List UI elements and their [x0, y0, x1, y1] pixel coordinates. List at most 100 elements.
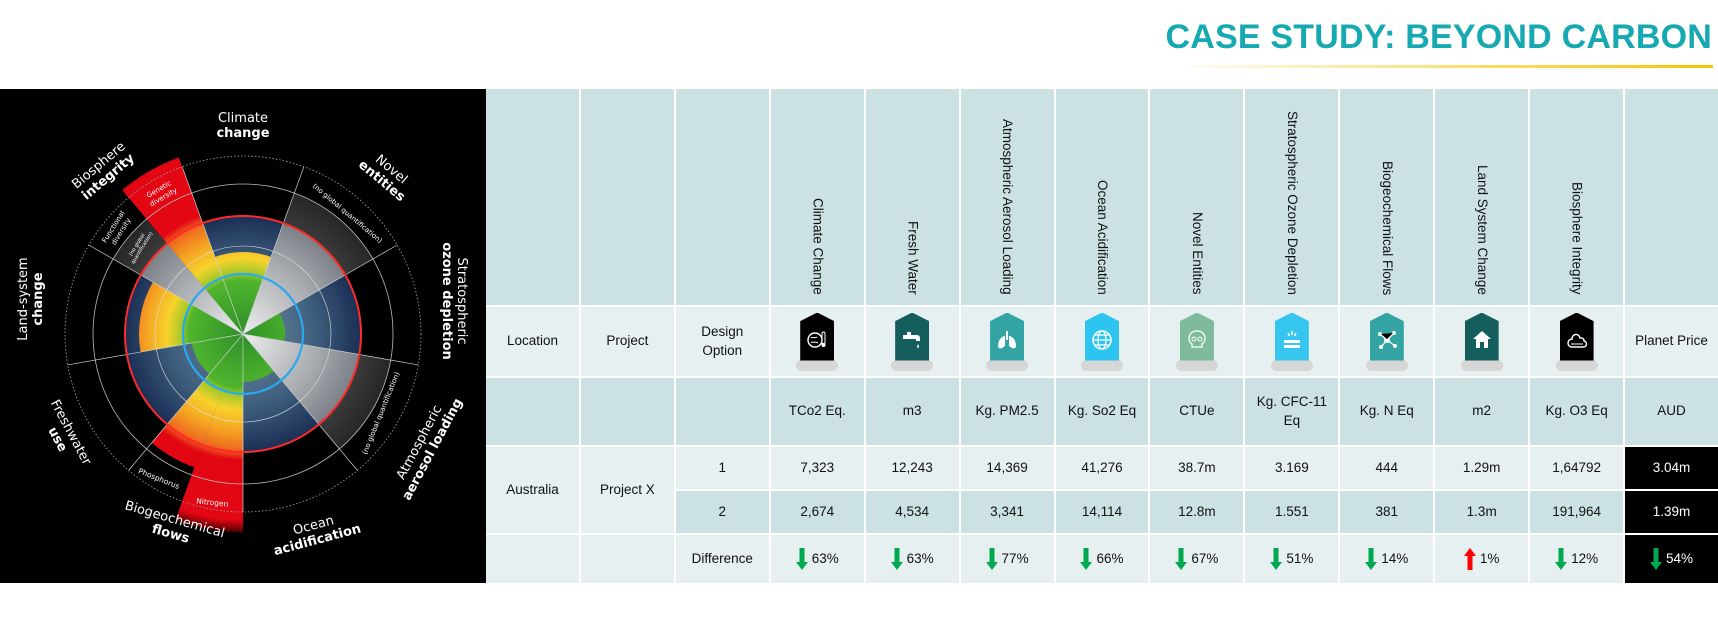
house-icon — [1457, 311, 1507, 373]
column-header: Biogeochemical Flows — [1340, 89, 1434, 305]
value-option-2: 2,674 — [770, 491, 864, 533]
wedge-novel-entities — [243, 193, 373, 334]
column-header-label: Atmospheric Aerosol Loading — [1000, 119, 1016, 295]
difference-percent: 63% — [906, 550, 934, 566]
unit-cell: CTUe — [1150, 378, 1244, 445]
header-blank-option — [675, 89, 769, 305]
arrow-down-icon — [1555, 548, 1568, 570]
difference-label: Difference — [675, 535, 769, 583]
outer-dotted-ring — [64, 155, 422, 513]
column-header-label: Ocean Acidification — [1095, 180, 1111, 295]
planet-price-unit: AUD — [1625, 378, 1718, 445]
value-option-2: 4,534 — [865, 491, 959, 533]
column-header: Land System Change — [1435, 89, 1529, 305]
icon-cell — [770, 307, 864, 376]
label-ozone-bold: ozone depletion — [439, 242, 454, 360]
icon-cell — [865, 307, 959, 376]
value-option-1: 1.29m — [1435, 447, 1529, 489]
sector-divider — [181, 166, 244, 335]
difference-value: 67% — [1150, 535, 1244, 583]
sector-divider — [242, 166, 305, 335]
column-header: Stratospheric Ozone Depletion — [1245, 89, 1339, 305]
label-nitrogen: Nitrogen — [196, 496, 229, 508]
unit-cell: m3 — [865, 378, 959, 445]
arrow-up-icon — [1463, 548, 1476, 570]
diff-blank-1 — [486, 535, 579, 583]
wedge-ocean-acidification — [243, 334, 274, 382]
wedge-land-system — [139, 282, 243, 353]
arrow-down-icon — [1175, 548, 1188, 570]
icon-cell — [1340, 307, 1434, 376]
planet-price-option-2: 1.39m — [1625, 491, 1718, 533]
label-land: Land-system — [16, 257, 31, 340]
cloud-icon — [1552, 311, 1602, 373]
wedge-freshwater — [191, 334, 243, 374]
column-header: Fresh Water — [865, 89, 959, 305]
arrow-down-icon — [985, 548, 998, 570]
difference-value: 77% — [960, 535, 1054, 583]
project-value: Project X — [580, 447, 674, 533]
diff-blank-2 — [580, 535, 674, 583]
column-header-label: Climate Change — [810, 198, 826, 295]
icon-cell — [1435, 307, 1529, 376]
value-option-2: 14,114 — [1055, 491, 1149, 533]
column-header: Ocean Acidification — [1055, 89, 1149, 305]
arrow-down-icon — [1270, 548, 1283, 570]
value-option-1: 41,276 — [1055, 447, 1149, 489]
label-climate-bold: change — [216, 126, 269, 141]
value-option-1: 7,323 — [770, 447, 864, 489]
wedge-phosphorus — [151, 334, 243, 468]
unit-cell: Kg. O3 Eq — [1530, 378, 1624, 445]
difference-percent: 67% — [1191, 550, 1219, 566]
value-option-2: 191,964 — [1530, 491, 1624, 533]
wedge-aerosol-loading — [243, 334, 391, 449]
arrow-down-icon — [795, 548, 808, 570]
unit-cell: Kg. CFC-11 Eq — [1245, 378, 1339, 445]
difference-value: 63% — [865, 535, 959, 583]
arrow-down-icon — [1365, 548, 1378, 570]
column-header-label: Land System Change — [1474, 165, 1490, 295]
difference-percent: 14% — [1381, 550, 1409, 566]
value-option-1: 1,64792 — [1530, 447, 1624, 489]
difference-value: 66% — [1055, 535, 1149, 583]
sector-dividers — [67, 166, 419, 512]
label-ozone: Stratospheric — [454, 257, 469, 344]
sector-divider — [242, 244, 398, 335]
planet-price-difference: 54% — [1625, 535, 1718, 583]
difference-value: 12% — [1530, 535, 1624, 583]
column-header-label: Biosphere Integrity — [1569, 182, 1585, 295]
wedge-genetic-diversity — [122, 157, 243, 334]
water-tap-icon — [887, 311, 937, 373]
title-underline — [1190, 65, 1713, 68]
difference-value: 63% — [770, 535, 864, 583]
sector-divider — [128, 333, 244, 471]
header-blank-location — [486, 89, 579, 305]
difference-value: 14% — [1340, 535, 1434, 583]
difference-percent: 51% — [1286, 550, 1314, 566]
safe-ring-blue — [181, 272, 305, 396]
ozone-sun-icon — [1267, 311, 1317, 373]
header-blank-planet-price — [1625, 89, 1718, 305]
difference-value: 51% — [1245, 535, 1339, 583]
label-land-bold: change — [31, 272, 46, 325]
icon-cell — [960, 307, 1054, 376]
value-option-2: 1.3m — [1435, 491, 1529, 533]
units-blank-1 — [486, 378, 579, 445]
value-option-1: 12,243 — [865, 447, 959, 489]
column-header: Atmospheric Aerosol Loading — [960, 89, 1054, 305]
label-phosphorus: Phosphorus — [137, 466, 181, 491]
design-option-2: 2 — [675, 491, 769, 533]
unit-cell: Kg. PM2.5 — [960, 378, 1054, 445]
boundary-wedges — [113, 157, 391, 532]
boundary-ring-red — [124, 215, 362, 453]
design-option-1: 1 — [675, 447, 769, 489]
location-value: Australia — [486, 447, 579, 533]
project-header: Project — [580, 307, 674, 376]
wedge-nitrogen — [175, 334, 243, 532]
planet-price-option-1: 3.04m — [1625, 447, 1718, 489]
wedge-functional-diversity — [113, 219, 243, 334]
sector-divider — [242, 333, 419, 366]
value-option-1: 444 — [1340, 447, 1434, 489]
wedge-ozone-depletion — [243, 313, 286, 342]
difference-percent: 66% — [1096, 550, 1124, 566]
